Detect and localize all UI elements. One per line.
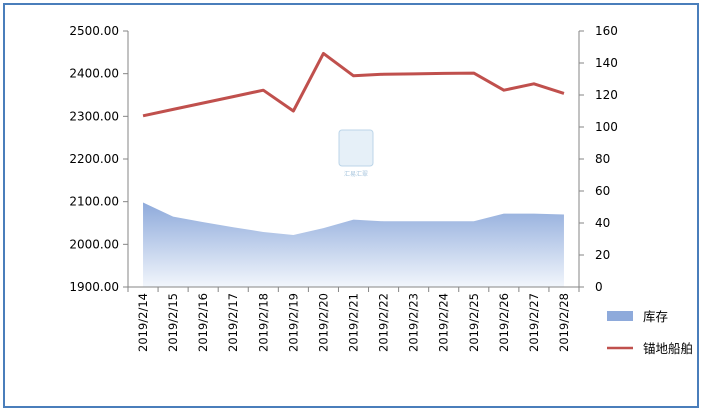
left-tick-label: 2200.00 [69, 152, 119, 166]
chart-frame [3, 3, 699, 408]
x-tick-label: 2019/2/23 [407, 293, 421, 352]
legend-label-anchored-ships: 锚地船舶 [643, 341, 693, 356]
right-tick-label: 140 [595, 56, 618, 70]
left-tick-label: 1900.00 [69, 280, 119, 294]
right-tick-label: 20 [595, 248, 610, 262]
x-tick-label: 2019/2/17 [226, 293, 240, 352]
left-tick-label: 2000.00 [69, 237, 119, 251]
left-tick-label: 2400.00 [69, 67, 119, 81]
x-tick-label: 2019/2/20 [316, 293, 330, 352]
series-inventory-area [143, 202, 564, 287]
axes: 1900.00 2000.00 2100.00 2200.00 2300.00 2400.… [69, 24, 618, 352]
x-tick-label: 2019/2/24 [437, 293, 451, 352]
plot-area [142, 51, 565, 287]
x-tick-label: 2019/2/27 [527, 293, 541, 352]
watermark: 汇易汇翠 [338, 129, 374, 178]
left-tick-label: 2100.00 [69, 195, 119, 209]
legend-swatch-inventory [607, 311, 633, 321]
right-tick-label: 100 [595, 120, 618, 134]
left-tick-label: 2300.00 [69, 109, 119, 123]
left-tick-label: 2500.00 [69, 24, 119, 38]
x-tick-label: 2019/2/15 [166, 293, 180, 352]
series-anchored-ships-line [142, 51, 565, 118]
right-tick-label: 40 [595, 216, 610, 230]
x-tick-label: 2019/2/26 [497, 293, 511, 352]
x-tick-label: 2019/2/18 [256, 293, 270, 352]
x-tick-label: 2019/2/25 [467, 293, 481, 352]
right-tick-label: 80 [595, 152, 610, 166]
x-tick-label: 2019/2/21 [347, 293, 361, 352]
right-tick-label: 120 [595, 88, 618, 102]
x-tick-label: 2019/2/14 [136, 293, 150, 352]
legend-label-inventory: 库存 [643, 309, 668, 324]
right-tick-label: 60 [595, 184, 610, 198]
watermark-text: 汇易汇翠 [344, 170, 368, 178]
x-tick-label: 2019/2/22 [377, 293, 391, 352]
right-tick-label: 0 [595, 280, 603, 294]
legend: 库存 锚地船舶 [607, 309, 693, 356]
x-tick-label: 2019/2/28 [557, 293, 571, 352]
right-tick-label: 160 [595, 24, 618, 38]
seal-logo-icon [338, 129, 374, 167]
x-tick-label: 2019/2/19 [286, 293, 300, 352]
x-tick-label: 2019/2/16 [196, 293, 210, 352]
